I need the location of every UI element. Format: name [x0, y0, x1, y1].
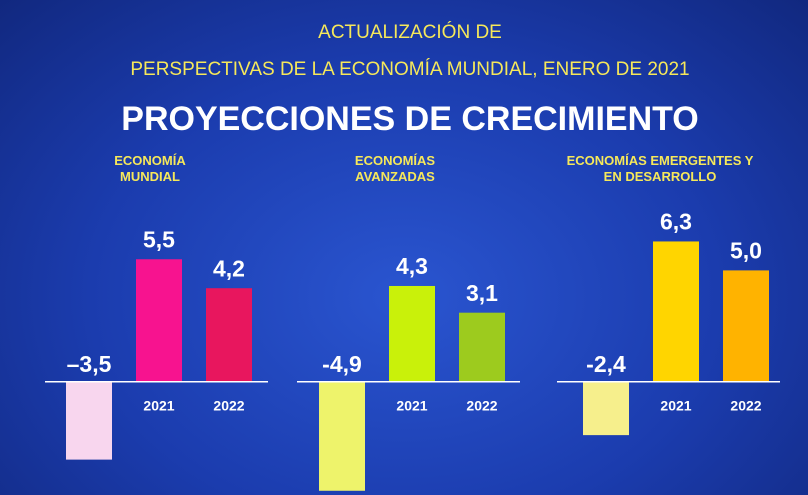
bar	[66, 381, 112, 460]
main-title: PROYECCIONES DE CRECIMIENTO	[121, 100, 698, 138]
bar	[389, 285, 435, 382]
group-title: ECONOMÍAS EMERGENTES Y EN DESARROLLO	[566, 153, 754, 184]
x-tick-label: 2021	[396, 397, 427, 413]
bar	[583, 381, 629, 436]
group-title: ECONOMÍA MUNDIAL	[114, 153, 186, 184]
x-tick-label: 2022	[213, 397, 244, 413]
bar	[319, 381, 365, 491]
x-tick-label: 2021	[143, 397, 174, 413]
x-tick-label: 2021	[660, 397, 691, 413]
value-label: 4,2	[213, 255, 245, 281]
value-label: 6,3	[660, 209, 692, 235]
x-tick-label: 2022	[466, 397, 497, 413]
bar	[723, 270, 769, 382]
value-label: -2,4	[586, 351, 626, 377]
value-label: 3,1	[466, 280, 498, 306]
bar	[653, 241, 699, 382]
value-label: -4,9	[322, 351, 362, 377]
value-label: 5,0	[730, 237, 762, 263]
x-tick-label: 2022	[730, 397, 761, 413]
value-label: –3,5	[67, 351, 112, 377]
bar	[206, 288, 252, 382]
bar	[459, 312, 505, 382]
value-label: 5,5	[143, 226, 175, 252]
bar	[136, 259, 182, 382]
group-title: ECONOMÍAS AVANZADAS	[354, 153, 436, 184]
value-label: 4,3	[396, 253, 428, 279]
header-line: PERSPECTIVAS DE LA ECONOMÍA MUNDIAL, ENE…	[130, 59, 689, 80]
header-line: ACTUALIZACIÓN DE	[318, 21, 502, 43]
